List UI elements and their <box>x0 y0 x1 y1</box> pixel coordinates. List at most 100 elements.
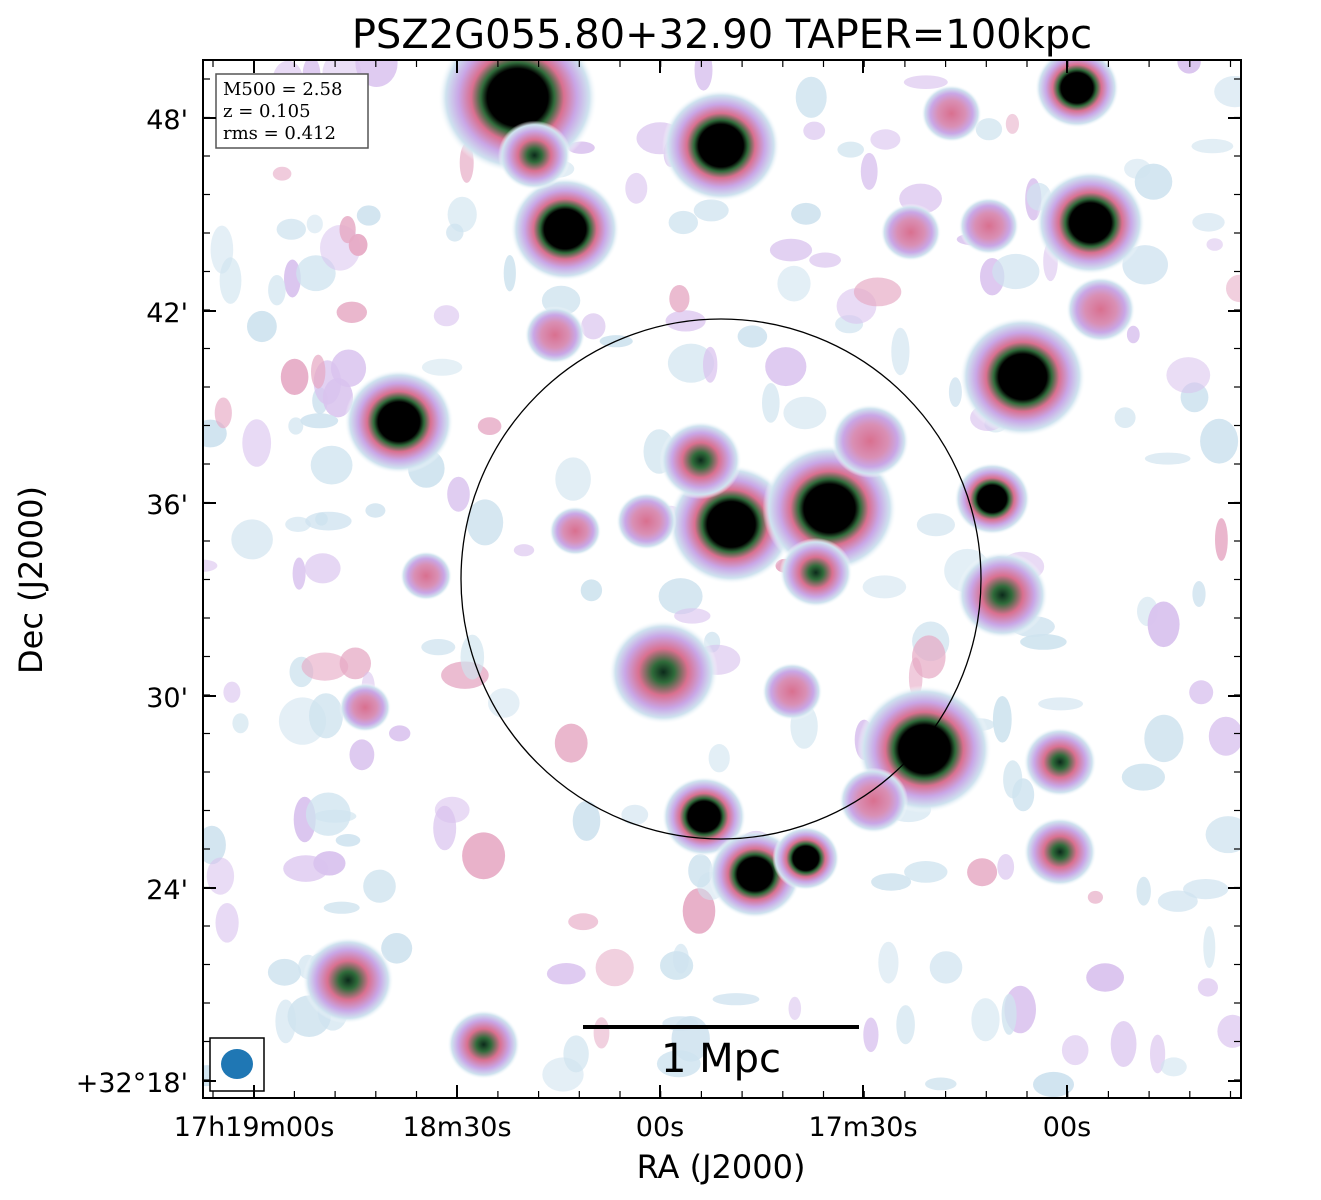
noise-blob <box>581 313 606 340</box>
noise-blob <box>580 579 603 602</box>
noise-blob <box>214 397 232 429</box>
noise-blob <box>285 516 311 533</box>
radio-source-bottom-cluster-3 <box>772 826 840 891</box>
noise-blob <box>267 958 302 986</box>
noise-blob <box>737 325 768 348</box>
noise-blob <box>667 343 715 383</box>
noise-blob <box>339 216 356 244</box>
noise-blob <box>916 513 956 537</box>
noise-blob <box>563 1035 589 1073</box>
noise-blob <box>788 996 802 1021</box>
noise-blob <box>272 166 292 181</box>
noise-blob <box>1206 238 1223 251</box>
noise-blob <box>365 503 386 518</box>
y-tick-labels: 48' 42' 36' 30' 24' +32°18' <box>76 105 188 1099</box>
noise-blob <box>215 903 239 943</box>
noise-blob <box>1197 978 1218 997</box>
radio-source-lower-center-2 <box>838 767 909 834</box>
noise-blob <box>765 347 807 387</box>
noise-blob <box>1134 163 1173 200</box>
noise-blob <box>280 358 309 395</box>
noise-blob <box>1144 714 1184 763</box>
scale-bar: 1 Mpc <box>583 1025 859 1082</box>
noise-blob <box>554 723 588 763</box>
noise-blob <box>625 172 648 204</box>
noise-blob <box>1177 60 1201 74</box>
noise-blob <box>1086 963 1124 992</box>
noise-blob <box>658 578 703 615</box>
noise-blob <box>904 861 948 883</box>
radio-source-center-right-bright <box>954 462 1030 535</box>
info-rms: rms = 0.412 <box>223 123 336 144</box>
info-m500: M500 = 2.58 <box>223 79 342 100</box>
noise-blob <box>434 796 470 824</box>
radio-source-mid-source-1 <box>659 421 742 500</box>
noise-blob <box>447 196 477 233</box>
noise-blob <box>203 559 218 572</box>
noise-blob <box>304 553 341 584</box>
noise-blob <box>593 1017 610 1049</box>
noise-blob <box>1020 634 1067 650</box>
noise-blob <box>1144 452 1191 465</box>
radio-source-top-center-bright <box>662 89 780 202</box>
radio-source-far-left-1 <box>302 937 394 1024</box>
x-tick-labels: 17h19m00s 18m30s 00s 17m30s 00s <box>174 1112 1092 1143</box>
radio-source-lower-center-1 <box>762 662 823 721</box>
noise-blob <box>1191 138 1234 154</box>
noise-blob <box>992 253 1040 290</box>
noise-blob <box>1189 680 1214 705</box>
radio-source-upper-right-bright <box>1035 170 1146 275</box>
noise-blob <box>1005 113 1020 134</box>
noise-blob <box>349 739 375 771</box>
noise-blob <box>421 639 456 656</box>
noise-blob <box>860 152 878 190</box>
x-tick-label: 00s <box>1043 1112 1091 1143</box>
radio-source-right-bright <box>959 317 1086 437</box>
info-box: M500 = 2.58 z = 0.105 rms = 0.412 <box>215 73 369 149</box>
noise-blob <box>674 608 711 624</box>
y-tick-label: 24' <box>146 875 188 906</box>
y-tick-label: 42' <box>146 298 188 329</box>
noise-blob <box>975 118 1003 141</box>
x-tick-label: 18m30s <box>402 1112 511 1143</box>
noise-blob <box>348 233 368 256</box>
noise-blob <box>795 76 827 118</box>
noise-blob <box>231 519 273 560</box>
noise-blob <box>335 834 361 847</box>
noise-blob <box>1208 716 1241 756</box>
cluster-r500-circle <box>460 318 982 840</box>
radio-source-top-right-bright <box>1035 60 1119 128</box>
y-tick-label: 48' <box>146 105 188 136</box>
noise-blob <box>546 963 586 985</box>
noise-blob <box>1033 1071 1074 1098</box>
info-redshift: z = 0.105 <box>223 101 311 122</box>
noise-blob <box>803 121 826 140</box>
noise-blob <box>1136 876 1151 906</box>
radio-source-upper-source-4 <box>1066 276 1136 343</box>
noise-blob <box>1192 581 1206 607</box>
beam-ellipse <box>221 1049 253 1079</box>
radio-source-upper-left-bright <box>510 177 620 281</box>
noise-blob <box>313 851 346 876</box>
noise-blob <box>769 238 813 262</box>
axis-ticks <box>203 60 1241 1098</box>
noise-blob <box>339 647 371 680</box>
x-tick-label: 17h19m00s <box>174 1112 335 1143</box>
x-axis-label: RA (J2000) <box>637 1148 806 1186</box>
noise-blob <box>223 681 241 703</box>
info-box-frame <box>215 73 369 149</box>
noise-blob <box>292 557 306 590</box>
noise-blob <box>1214 76 1241 108</box>
noise-blob <box>513 544 535 557</box>
radio-source-upper-source-2 <box>880 203 941 261</box>
radio-source-left-source-4 <box>400 551 452 601</box>
noise-blob <box>206 857 235 895</box>
noise-blob <box>693 199 729 222</box>
noise-blob <box>477 417 502 435</box>
y-tick-label: 30' <box>146 683 188 714</box>
noise-blob <box>1192 213 1225 232</box>
noise-blob <box>870 129 901 150</box>
noise-blob <box>967 858 998 887</box>
noise-blob <box>762 383 780 423</box>
